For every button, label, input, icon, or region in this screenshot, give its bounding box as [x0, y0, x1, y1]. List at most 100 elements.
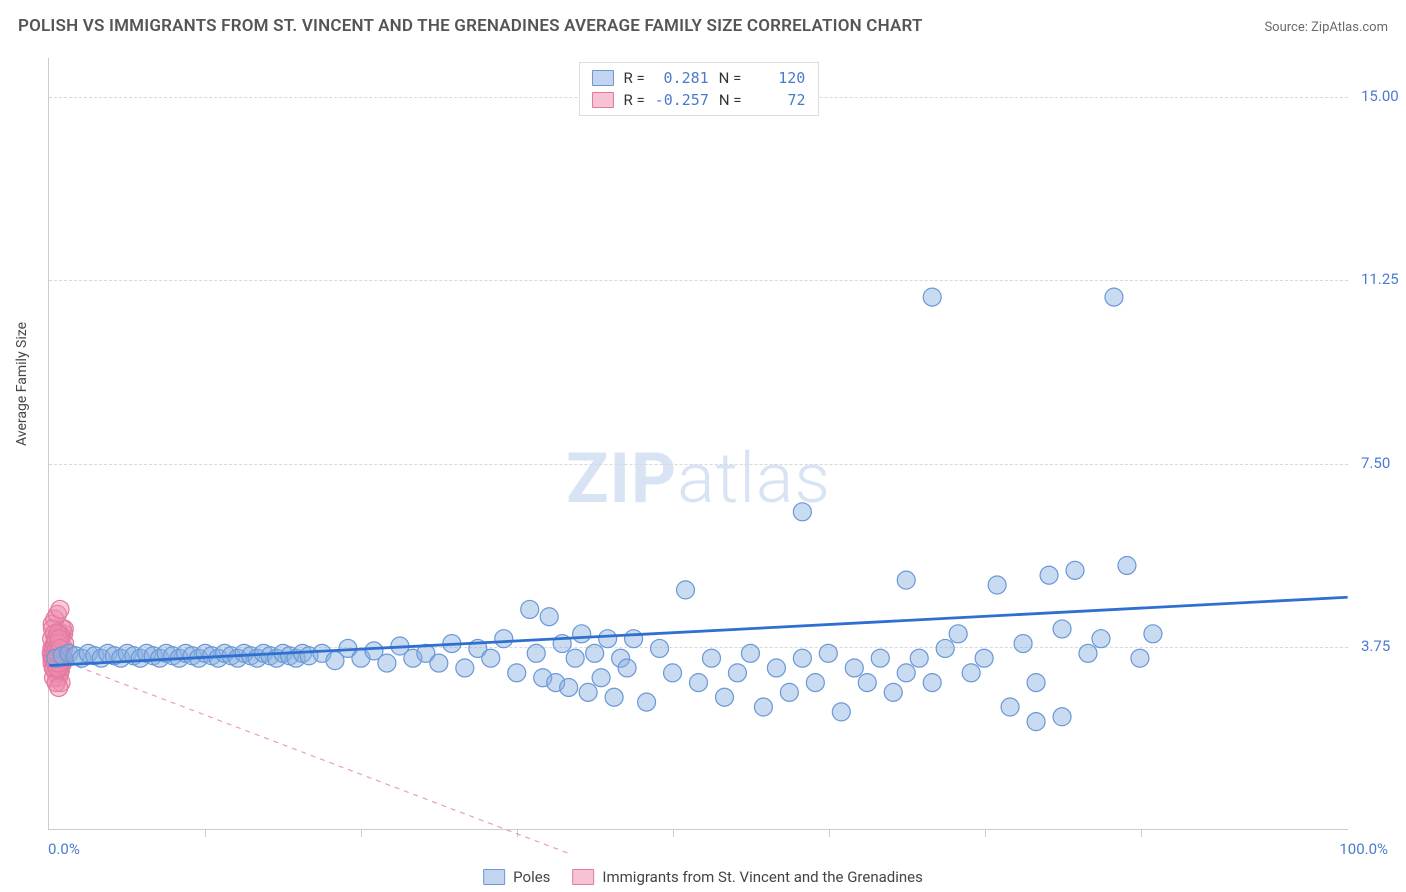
scatter-point-blue	[923, 288, 941, 306]
chart-title: POLISH VS IMMIGRANTS FROM ST. VINCENT AN…	[18, 16, 923, 36]
scatter-point-blue	[741, 644, 759, 662]
chart-container: POLISH VS IMMIGRANTS FROM ST. VINCENT AN…	[0, 0, 1406, 892]
swatch-pink	[591, 92, 613, 108]
scatter-point-blue	[677, 581, 695, 599]
scatter-point-blue	[625, 630, 643, 648]
y-tick-label: 15.00	[1361, 87, 1399, 105]
scatter-point-blue	[1001, 698, 1019, 716]
scatter-point-blue	[1066, 561, 1084, 579]
scatter-point-blue	[1053, 620, 1071, 638]
legend-label-svg: Immigrants from St. Vincent and the Gren…	[602, 868, 922, 886]
scatter-point-blue	[858, 674, 876, 692]
legend-row-blue: R = 0.281 N = 120	[591, 67, 805, 89]
scatter-point-blue	[573, 625, 591, 643]
x-tick	[517, 829, 518, 837]
scatter-point-blue	[871, 649, 889, 667]
x-start-label: 0.0%	[48, 840, 80, 858]
swatch-blue	[591, 70, 613, 86]
scatter-point-blue	[540, 608, 558, 626]
scatter-point-blue	[1040, 566, 1058, 584]
scatter-point-blue	[560, 678, 578, 696]
scatter-point-blue	[975, 649, 993, 667]
regression-line-pink	[49, 656, 568, 854]
x-tick	[985, 829, 986, 837]
scatter-point-blue	[690, 674, 708, 692]
scatter-point-blue	[715, 688, 733, 706]
scatter-point-blue	[599, 630, 617, 648]
correlation-legend: R = 0.281 N = 120 R = -0.257 N = 72	[578, 62, 818, 116]
scatter-point-blue	[664, 664, 682, 682]
scatter-point-blue	[618, 659, 636, 677]
scatter-point-blue	[482, 649, 500, 667]
scatter-point-blue	[910, 649, 928, 667]
scatter-point-blue	[1053, 708, 1071, 726]
swatch-blue	[483, 869, 505, 885]
r-value-pink: -0.257	[655, 91, 709, 109]
scatter-point-blue	[988, 576, 1006, 594]
series-legend: Poles Immigrants from St. Vincent and th…	[483, 868, 923, 886]
scatter-point-blue	[651, 639, 669, 657]
x-tick	[205, 829, 206, 837]
x-tick	[673, 829, 674, 837]
scatter-svg	[49, 58, 1348, 829]
scatter-point-blue	[638, 693, 656, 711]
scatter-point-blue	[592, 669, 610, 687]
y-tick-label: 11.25	[1361, 270, 1399, 288]
plot-area: ZIPatlas 3.757.5011.2515.00 R = 0.281 N …	[48, 58, 1348, 830]
scatter-point-blue	[845, 659, 863, 677]
scatter-point-blue	[586, 644, 604, 662]
scatter-point-blue	[728, 664, 746, 682]
scatter-point-blue	[884, 683, 902, 701]
x-tick	[1141, 829, 1142, 837]
scatter-point-blue	[1092, 630, 1110, 648]
scatter-point-blue	[793, 649, 811, 667]
scatter-point-blue	[456, 659, 474, 677]
scatter-point-blue	[754, 698, 772, 716]
scatter-point-blue	[1027, 713, 1045, 731]
n-label: N =	[719, 91, 742, 109]
scatter-point-blue	[962, 664, 980, 682]
legend-row-pink: R = -0.257 N = 72	[591, 89, 805, 111]
scatter-point-blue	[819, 644, 837, 662]
r-label: R =	[623, 69, 644, 87]
x-tick	[361, 829, 362, 837]
scatter-point-blue	[1027, 674, 1045, 692]
scatter-point-blue	[527, 644, 545, 662]
scatter-point-blue	[949, 625, 967, 643]
scatter-point-blue	[566, 649, 584, 667]
scatter-point-pink	[50, 678, 68, 696]
scatter-point-blue	[1131, 649, 1149, 667]
source-attribution: Source: ZipAtlas.com	[1264, 20, 1388, 35]
scatter-point-blue	[430, 654, 448, 672]
y-tick-label: 7.50	[1361, 454, 1390, 472]
scatter-point-blue	[897, 571, 915, 589]
scatter-point-blue	[702, 649, 720, 667]
source-label: Source:	[1264, 20, 1307, 35]
scatter-point-blue	[897, 664, 915, 682]
n-value-pink: 72	[752, 91, 806, 109]
scatter-point-blue	[1118, 557, 1136, 575]
scatter-point-blue	[1105, 288, 1123, 306]
y-tick-label: 3.75	[1361, 637, 1390, 655]
scatter-point-blue	[936, 639, 954, 657]
r-label: R =	[623, 91, 644, 109]
scatter-point-blue	[806, 674, 824, 692]
scatter-point-blue	[1144, 625, 1162, 643]
n-value-blue: 120	[751, 69, 805, 87]
legend-item-poles: Poles	[483, 868, 550, 886]
r-value-blue: 0.281	[655, 69, 709, 87]
scatter-point-blue	[780, 683, 798, 701]
scatter-point-blue	[832, 703, 850, 721]
scatter-point-blue	[793, 503, 811, 521]
scatter-point-blue	[378, 654, 396, 672]
source-link[interactable]: ZipAtlas.com	[1311, 20, 1388, 35]
scatter-point-blue	[508, 664, 526, 682]
scatter-point-blue	[1079, 644, 1097, 662]
x-end-label: 100.0%	[1339, 840, 1388, 858]
x-tick	[829, 829, 830, 837]
scatter-point-blue	[767, 659, 785, 677]
scatter-point-pink	[51, 600, 69, 618]
scatter-point-blue	[605, 688, 623, 706]
legend-item-svg: Immigrants from St. Vincent and the Gren…	[572, 868, 922, 886]
scatter-point-blue	[521, 600, 539, 618]
